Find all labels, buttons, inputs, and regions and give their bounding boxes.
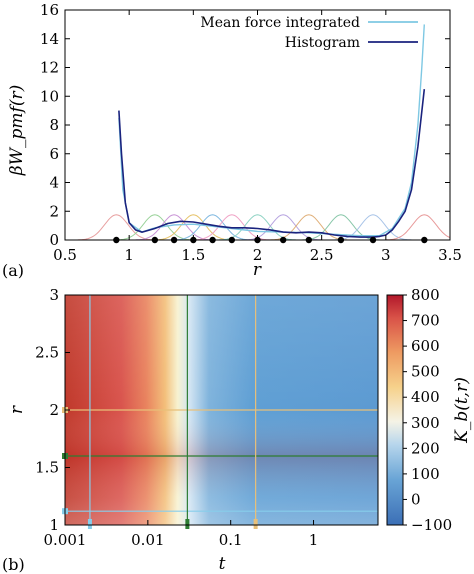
- y-tick-label-a: 6: [49, 145, 59, 163]
- window-center-dot: [254, 236, 261, 244]
- colorbar-tick-label: 500: [411, 363, 440, 381]
- window-curve: [77, 214, 155, 240]
- x-tick-label-a: 3: [381, 246, 391, 264]
- vline-marker: [253, 519, 258, 529]
- window-centers: [113, 236, 428, 244]
- y-tick-label-a: 4: [49, 174, 59, 192]
- axis-ticks-a: 0.5 1 1.5 2 2.5 3 3.5 0 2 4 6 8 10 12 14 16: [40, 1, 462, 264]
- window-curve: [385, 214, 450, 240]
- y-tick-label-a: 8: [49, 116, 59, 134]
- x-axis-label-b: t: [219, 554, 226, 574]
- x-tick-label-a: 1.5: [181, 246, 205, 264]
- y-tick-label-b: 3: [49, 286, 59, 304]
- y-axis-label-b: r: [7, 405, 27, 414]
- y-tick-label-b: 1: [49, 516, 59, 534]
- y-tick-label-a: 14: [40, 30, 59, 48]
- vline-marker: [185, 519, 190, 529]
- y-tick-label-a: 2: [49, 202, 59, 220]
- y-tick-label-b: 2.5: [35, 344, 59, 362]
- y-tick-label-a: 12: [40, 59, 59, 77]
- legend-label-mean-force: Mean force integrated: [200, 15, 360, 31]
- colorbar-tick-label: 0: [411, 490, 421, 508]
- panel-label-a: (a): [2, 261, 24, 280]
- window-center-dot: [190, 236, 197, 244]
- window-center-dot: [305, 236, 313, 244]
- x-tick-label-b: 0.001: [44, 531, 87, 549]
- x-tick-label-b: 1: [309, 531, 319, 549]
- y-tick-label-b: 1.5: [35, 459, 59, 477]
- window-curve: [244, 214, 322, 240]
- y-tick-label-b: 2: [49, 401, 59, 419]
- window-center-dot: [209, 236, 216, 244]
- x-axis-label-a: r: [253, 260, 262, 280]
- window-center-dot: [337, 236, 345, 244]
- panel-label-b: (b): [2, 555, 25, 574]
- window-curve: [174, 214, 252, 240]
- vline-marker: [87, 519, 92, 529]
- colorbar-tick-label: 600: [411, 337, 440, 355]
- x-tick-label-a: 1: [124, 246, 134, 264]
- y-tick-label-a: 10: [40, 87, 59, 105]
- plot-frame-a: [64, 9, 451, 241]
- x-tick-label-a: 0.5: [53, 246, 77, 264]
- window-center-dot: [151, 236, 159, 244]
- colorbar-tick-label: 100: [411, 465, 440, 483]
- window-center-dot: [369, 236, 377, 244]
- legend-label-histogram: Histogram: [285, 35, 360, 51]
- window-center-dot: [279, 236, 287, 244]
- window-center-dot: [228, 236, 236, 244]
- colorbar: [386, 294, 404, 526]
- colorbar-tick-label: 800: [411, 286, 440, 304]
- series-line-histogram: [118, 89, 426, 238]
- window-center-dot: [170, 236, 178, 244]
- reference-lines: [62, 295, 378, 529]
- colorbar-tick-label: 300: [411, 414, 440, 432]
- x-tick-label-b: 0.01: [131, 531, 164, 549]
- colorbar-tick-label: 200: [411, 439, 440, 457]
- y-axis-label-a: βW_pmf(r): [7, 85, 27, 177]
- series-group-a: [118, 24, 426, 238]
- window-center-dot: [421, 236, 428, 244]
- x-tick-label-a: 2.5: [310, 246, 334, 264]
- x-tick-label-a: 3.5: [438, 246, 462, 264]
- series-line-mean-force: [118, 24, 425, 237]
- y-tick-label-a: 0: [49, 231, 59, 249]
- colorbar-tick-label: 400: [411, 388, 440, 406]
- colorbar-label: K_b(t,r): [452, 377, 472, 444]
- window-curve: [270, 214, 348, 240]
- colorbar-tick-label: −100: [411, 516, 452, 534]
- axis-ticks-b: 0.001 0.01 0.1 1 1 1.5 2 2.5 3: [35, 286, 318, 549]
- x-tick-label-b: 0.1: [219, 531, 243, 549]
- window-curve: [154, 214, 232, 240]
- x-tick-label-a: 2: [253, 246, 263, 264]
- window-center-dot: [113, 236, 120, 244]
- window-curve: [135, 214, 213, 240]
- panel-b: 0.001 0.01 0.1 1 1 1.5 2 2.5 3 −100 0 100 200 300 400…: [2, 286, 472, 574]
- panel-a: 0.5 1 1.5 2 2.5 3 3.5 0 2 4 6 8 10 12 14 16 r βW_pmf(r)…: [2, 1, 462, 280]
- y-tick-label-a: 16: [40, 1, 59, 19]
- legend-a: Mean force integrated Histogram: [200, 15, 418, 51]
- colorbar-tick-label: 700: [411, 312, 440, 330]
- colorbar-ticks: −100 0 100 200 300 400 500 600 700 800: [403, 286, 452, 534]
